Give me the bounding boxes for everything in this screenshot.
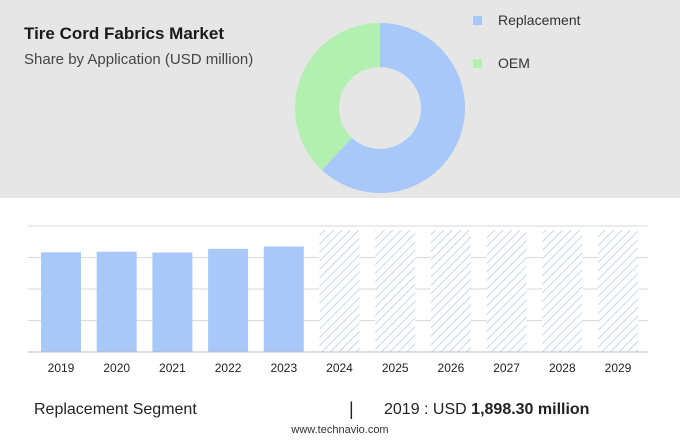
bar-2021 [152,252,193,352]
x-tick-label: 2028 [549,361,576,375]
legend-swatch-replacement [473,15,482,25]
x-tick-label: 2027 [493,361,520,375]
footer-separator: | [349,399,354,419]
x-tick-label: 2024 [326,361,353,375]
legend-swatch-oem [473,58,482,68]
legend-item-replacement: Replacement [473,12,581,28]
x-tick-label: 2019 [48,361,75,375]
donut-chart [295,23,465,193]
segment-value-amount: 1,898.30 million [471,401,590,418]
bar-2023 [263,246,304,352]
legend-label-oem: OEM [498,55,530,71]
bar-chart: 2019 2020 2021 2022 2023 2024 2025 2026 2027 2028… [28,225,648,375]
legend-label-replacement: Replacement [498,12,581,28]
forecast-bar-2028 [542,230,583,352]
forecast-bar-2029 [598,230,638,352]
bar-2020 [96,251,137,352]
donut-slice-oem [295,23,380,170]
forecast-bar-2025 [375,230,416,352]
x-tick-label: 2026 [438,361,465,375]
donut-slice-replacement [321,23,465,193]
forecast-bar-2027 [486,230,527,352]
bar-2022 [208,248,249,352]
x-tick-label: 2029 [605,361,632,375]
segment-label: Replacement Segment [34,401,197,418]
forecast-bar-2024 [319,230,360,352]
forecast-bar-2026 [430,230,471,352]
source-link[interactable]: www.technavio.com [291,424,389,436]
segment-value-prefix: 2019 : USD [384,401,467,418]
x-tick-label: 2023 [270,361,297,375]
chart-title: Tire Cord Fabrics Market [24,24,224,43]
chart-subtitle: Share by Application (USD million) [24,51,254,68]
x-tick-label: 2020 [103,361,130,375]
legend-item-oem: OEM [473,55,530,71]
x-tick-label: 2021 [159,361,186,375]
bar-2019 [41,252,81,352]
segment-value: 2019 : USD 1,898.30 million [384,401,589,419]
x-tick-label: 2022 [215,361,242,375]
x-tick-label: 2025 [382,361,409,375]
